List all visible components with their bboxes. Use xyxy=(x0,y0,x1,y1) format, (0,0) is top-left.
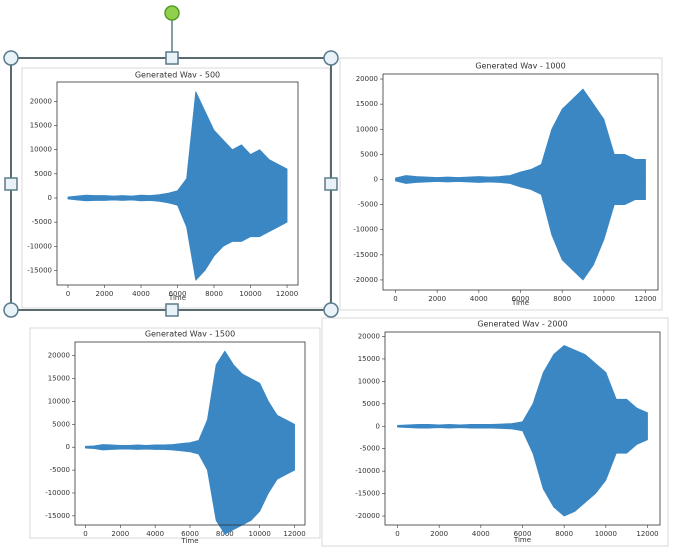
y-tick-label: 20000 xyxy=(30,97,52,105)
waveform-envelope xyxy=(395,88,646,180)
y-tick-label: 5000 xyxy=(360,150,378,158)
resize-handle[interactable] xyxy=(323,302,339,318)
x-axis-label: Time xyxy=(513,536,531,544)
x-tick-label: 10000 xyxy=(239,290,261,298)
rotate-handle[interactable] xyxy=(164,5,180,21)
y-tick-label: -20000 xyxy=(353,276,378,284)
y-tick-label: -15000 xyxy=(355,490,380,498)
chart: Generated Wav - 500 Time -15000 -10000 -5000… xyxy=(21,67,331,309)
waveform-envelope xyxy=(67,197,288,281)
y-tick-label: 15000 xyxy=(358,355,380,363)
x-tick-label: 12000 xyxy=(283,530,305,538)
y-tick-label: 10000 xyxy=(48,397,70,405)
x-tick-label: 0 xyxy=(83,530,87,538)
y-tick-label: 5000 xyxy=(34,170,52,178)
charts: Generated Wav - 500 Time -15000 -10000 -5000… xyxy=(21,57,669,547)
waveform-envelope xyxy=(397,345,648,427)
y-tick-label: -5000 xyxy=(358,201,378,209)
y-tick-label: 0 xyxy=(376,422,380,430)
selection-frame[interactable] xyxy=(3,5,339,318)
x-tick-label: 10000 xyxy=(593,295,615,303)
y-tick-label: 20000 xyxy=(48,352,70,360)
y-tick-label: 5000 xyxy=(52,420,70,428)
resize-handle[interactable] xyxy=(324,177,338,191)
x-tick-label: 4000 xyxy=(146,530,164,538)
x-tick-label: 8000 xyxy=(205,290,223,298)
x-tick-label: 6000 xyxy=(514,530,532,538)
x-tick-label: 4000 xyxy=(132,290,150,298)
y-tick-label: -10000 xyxy=(45,489,70,497)
x-tick-label: 0 xyxy=(393,295,397,303)
x-tick-label: 2000 xyxy=(428,295,446,303)
y-tick-label: -5000 xyxy=(50,466,70,474)
waveform-envelope xyxy=(85,350,295,448)
chart-title: Generated Wav - 2000 xyxy=(477,320,567,329)
plot-area xyxy=(384,331,661,526)
x-tick-label: 12000 xyxy=(636,530,658,538)
x-tick-label: 6000 xyxy=(181,530,199,538)
x-tick-label: 12000 xyxy=(276,290,298,298)
resize-handle[interactable] xyxy=(165,51,179,65)
x-tick-label: 6000 xyxy=(169,290,187,298)
x-tick-label: 8000 xyxy=(553,295,571,303)
y-tick-label: 15000 xyxy=(356,100,378,108)
y-tick-label: -15000 xyxy=(27,267,52,275)
plot-area xyxy=(56,81,299,286)
resize-handle[interactable] xyxy=(4,177,18,191)
chart: Generated Wav - 2000 Time -20000 -15000 -100… xyxy=(321,317,669,547)
x-tick-label: 4000 xyxy=(472,530,490,538)
x-tick-label: 12000 xyxy=(634,295,656,303)
y-tick-label: 15000 xyxy=(30,122,52,130)
y-tick-label: 10000 xyxy=(358,377,380,385)
x-tick-label: 6000 xyxy=(512,295,530,303)
y-tick-label: -15000 xyxy=(353,251,378,259)
y-tick-label: -15000 xyxy=(45,512,70,520)
y-tick-label: 20000 xyxy=(358,332,380,340)
y-tick-label: 10000 xyxy=(356,125,378,133)
waveform-envelope xyxy=(67,91,288,199)
x-tick-label: 4000 xyxy=(470,295,488,303)
y-tick-label: -10000 xyxy=(353,226,378,234)
resize-handle[interactable] xyxy=(323,50,339,66)
y-tick-label: -20000 xyxy=(355,512,380,520)
y-tick-label: 0 xyxy=(48,194,52,202)
y-tick-label: 5000 xyxy=(362,400,380,408)
x-tick-label: 2000 xyxy=(96,290,114,298)
y-tick-label: -5000 xyxy=(32,218,52,226)
resize-handle[interactable] xyxy=(3,50,19,66)
plot-area xyxy=(74,341,306,526)
waveform-envelope xyxy=(397,425,648,517)
resize-handle[interactable] xyxy=(3,302,19,318)
resize-handle[interactable] xyxy=(165,303,179,317)
chart-title: Generated Wav - 500 xyxy=(135,71,220,80)
x-axis-label: Time xyxy=(511,299,529,307)
x-axis-label: Time xyxy=(180,537,198,545)
x-axis-label: Time xyxy=(168,294,186,302)
waveform-envelope xyxy=(85,446,295,535)
y-tick-label: -5000 xyxy=(360,445,380,453)
plot-area xyxy=(382,73,659,291)
waveform-envelope xyxy=(395,179,646,281)
x-tick-label: 8000 xyxy=(555,530,573,538)
y-tick-label: 0 xyxy=(374,175,378,183)
x-tick-label: 0 xyxy=(66,290,70,298)
x-tick-label: 2000 xyxy=(111,530,129,538)
x-tick-label: 10000 xyxy=(249,530,271,538)
chart-title: Generated Wav - 1000 xyxy=(475,62,565,71)
y-tick-label: 20000 xyxy=(356,75,378,83)
y-tick-label: -10000 xyxy=(27,242,52,250)
y-tick-label: 15000 xyxy=(48,375,70,383)
x-tick-label: 2000 xyxy=(430,530,448,538)
y-tick-label: 10000 xyxy=(30,146,52,154)
y-tick-label: 0 xyxy=(66,443,70,451)
chart: Generated Wav - 1000 Time -20000 -15000 -100… xyxy=(339,57,663,311)
y-tick-label: -10000 xyxy=(355,467,380,475)
x-tick-label: 0 xyxy=(395,530,399,538)
chart-title: Generated Wav - 1500 xyxy=(145,330,235,339)
chart: Generated Wav - 1500 Time -15000 -10000 -500… xyxy=(29,327,321,545)
x-tick-label: 10000 xyxy=(595,530,617,538)
